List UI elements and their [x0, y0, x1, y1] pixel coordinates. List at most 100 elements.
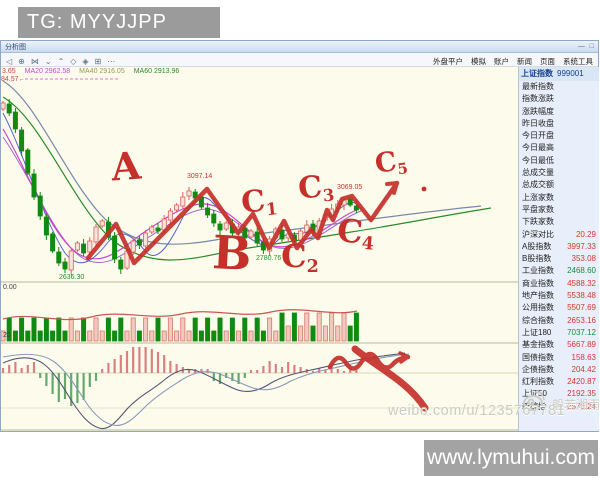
- minimize-button[interactable]: —: [577, 43, 585, 50]
- ma-label-2: MA40 2916.05: [79, 68, 125, 75]
- sidebar-row-11[interactable]: 下跌家数: [519, 216, 599, 228]
- sidebar-row-22[interactable]: 国债指数 158.63: [519, 352, 599, 364]
- sidebar-row-1[interactable]: 指数涨跌: [519, 93, 599, 105]
- row-label: 商业指数: [522, 278, 554, 288]
- more-icon[interactable]: ⋯: [107, 56, 116, 66]
- row-label: 红利指数: [522, 377, 554, 387]
- row-value: 20.29: [575, 229, 596, 239]
- sidebar-row-20[interactable]: 上证180 7037.12: [519, 327, 599, 339]
- row-value: 5667.89: [567, 340, 596, 350]
- sidebar-row-13[interactable]: A股指数 3997.33: [519, 241, 599, 253]
- sidebar-row-10[interactable]: 平盘家数: [519, 204, 599, 216]
- row-label: B股指数: [522, 254, 552, 264]
- row-label: 上证50: [522, 389, 547, 399]
- zoom-icon[interactable]: ⊕: [18, 56, 25, 66]
- window-controls: — □: [573, 43, 594, 50]
- sidebar-row-9[interactable]: 上涨家数: [519, 192, 599, 204]
- sidebar-row-21[interactable]: 基金指数 5667.89: [519, 339, 599, 351]
- sidebar-row-2[interactable]: 涨跌幅度: [519, 106, 599, 118]
- sidebar-row-14[interactable]: B股指数 353.08: [519, 253, 599, 265]
- weibo-logo-icon: [523, 391, 545, 411]
- row-value: 5538.48: [567, 291, 596, 301]
- sidebar-row-7[interactable]: 总成交量: [519, 167, 599, 179]
- row-label: 涨跌幅度: [522, 106, 554, 116]
- next-icon[interactable]: ◈: [82, 56, 89, 66]
- sidebar-rows: 最新指数 指数涨跌涨跌幅度昨日收盘今日开盘 今日最高 今日最低总成交量总成交额上涨家数…: [519, 81, 599, 413]
- weibo-username: 般若湘雨: [552, 398, 600, 412]
- row-label: 下跌家数: [522, 217, 554, 227]
- row-label: 今日最低: [522, 155, 554, 165]
- row-value: 5507.69: [567, 303, 596, 313]
- ma-labels-row: 3.65 MA20 2962.58 MA40 2916.05 MA60 2913.96: [2, 68, 188, 75]
- menu-item-3[interactable]: 新闻: [517, 56, 532, 66]
- prev-icon[interactable]: ◇: [70, 56, 77, 66]
- sidebar-row-3[interactable]: 昨日收盘: [519, 118, 599, 130]
- row-value: 2468.60: [567, 266, 596, 276]
- sidebar-row-16[interactable]: 商业指数 4588.32: [519, 278, 599, 290]
- row-label: 上证180: [522, 327, 552, 337]
- row-value: 158.63: [571, 352, 596, 362]
- compress-icon[interactable]: ⋈: [30, 56, 39, 66]
- sidebar-row-5[interactable]: 今日最高: [519, 142, 599, 154]
- ma-label-1: MA20 2962.58: [24, 68, 71, 75]
- sidebar-row-6[interactable]: 今日最低: [519, 155, 599, 167]
- tg-banner: TG: MYYJJPP: [18, 7, 220, 38]
- row-label: 综合指数: [522, 315, 554, 325]
- price-label-2: 2780.76: [256, 255, 282, 262]
- row-label: 地产指数: [522, 291, 554, 301]
- sidebar-row-18[interactable]: 公用指数 5507.69: [519, 302, 599, 314]
- window-title: 分析图: [5, 43, 26, 51]
- grid-icon[interactable]: ⊞: [94, 56, 102, 66]
- menu-item-1[interactable]: 模拟: [471, 56, 486, 66]
- sidebar-row-8[interactable]: 总成交额: [519, 179, 599, 191]
- up-icon[interactable]: ⌃: [57, 56, 65, 66]
- index-name: 上证指数: [521, 69, 553, 78]
- sidebar-row-17[interactable]: 地产指数 5538.48: [519, 290, 599, 302]
- down-icon[interactable]: ⌄: [44, 56, 52, 66]
- sidebar-row-4[interactable]: 今日开盘: [519, 130, 599, 142]
- maximize-button[interactable]: □: [589, 43, 594, 50]
- menu-item-5[interactable]: 系统工具: [563, 56, 593, 66]
- row-value: 2653.16: [567, 315, 596, 325]
- window-menubar: ◁ ⊕ ⋈ ⌄ ⌃ ◇ ◈ ⊞ ⋯ 外盘平户 模拟 账户 新闻 页面 系统工具: [1, 53, 598, 67]
- row-value: 4588.32: [567, 278, 596, 288]
- back-icon[interactable]: ◁: [6, 56, 13, 66]
- row-label: 平盘家数: [522, 204, 554, 214]
- site-banner: www.lymuhui.com: [424, 440, 598, 476]
- row-value: 204.42: [571, 364, 596, 374]
- row-label: 沪深对比: [522, 229, 554, 239]
- menu-item-4[interactable]: 页面: [540, 56, 555, 66]
- row-label: A股指数: [522, 241, 552, 251]
- row-label: 新综指: [522, 401, 546, 411]
- row-label: 总成交量: [522, 168, 554, 178]
- sidebar-row-15[interactable]: 工业指数 2468.60: [519, 265, 599, 277]
- row-value: 2420.87: [567, 377, 596, 387]
- ma-label-0: 3.65: [2, 68, 16, 75]
- row-label: 上涨家数: [522, 192, 554, 202]
- price-marker-label: 84.57←: [1, 76, 26, 83]
- row-label: 基金指数: [522, 340, 554, 350]
- sidebar-row-0[interactable]: 最新指数: [519, 81, 599, 93]
- sidebar-row-19[interactable]: 综合指数 2653.16: [519, 315, 599, 327]
- price-label-0: 3097.14: [187, 173, 213, 180]
- sidebar-row-26[interactable]: 新综指 2578.24: [519, 401, 599, 413]
- window-titlebar: 分析图 — □: [1, 41, 598, 53]
- sidebar-row-25[interactable]: 上证50 2192.35: [519, 388, 599, 400]
- row-value: 353.08: [571, 254, 596, 264]
- price-label-3: 2636.30: [59, 274, 85, 281]
- chart-area: 3.65 MA20 2962.58 MA40 2916.05 MA60 2913.96…: [1, 67, 518, 431]
- menu-item-0[interactable]: 外盘平户: [433, 56, 463, 66]
- row-label: 总成交额: [522, 180, 554, 190]
- row-label: 国债指数: [522, 352, 554, 362]
- row-label: 工业指数: [522, 266, 554, 276]
- sidebar-row-24[interactable]: 红利指数 2420.87: [519, 376, 599, 388]
- row-value: 7037.12: [567, 327, 596, 337]
- volume-scale-top: 0.00: [3, 284, 17, 291]
- menu-item-2[interactable]: 账户: [494, 56, 509, 66]
- row-label: 指数涨跌: [522, 94, 554, 104]
- sidebar-row-12[interactable]: 沪深对比 20.29: [519, 229, 599, 241]
- ma-label-3: MA60 2913.96: [133, 68, 180, 75]
- price-label-1: 3069.05: [337, 184, 363, 191]
- sidebar-row-23[interactable]: 企债指数 204.42: [519, 364, 599, 376]
- row-label: 昨日收盘: [522, 118, 554, 128]
